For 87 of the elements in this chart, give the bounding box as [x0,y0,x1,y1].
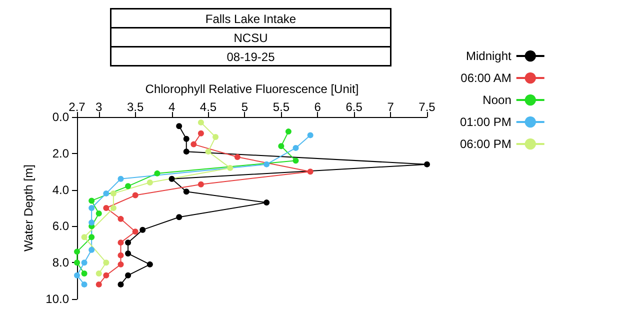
point [132,192,138,198]
point [176,214,182,220]
y-tick-label: 8.0 [52,256,70,270]
point [118,281,124,288]
point [205,148,212,155]
y-tick-label: 6.0 [52,219,70,234]
point [183,188,190,195]
text: 08-19-25 [226,50,276,64]
point [234,154,240,160]
point [183,148,190,155]
point [118,252,124,258]
x-tick-label: 7.5 [418,100,436,114]
x-tick-label: 2.7 [68,100,86,114]
x-tick-label: 5.5 [272,100,290,114]
point [88,198,95,204]
point [74,248,80,255]
x-tick-label: 3.5 [126,100,144,114]
point [424,161,430,168]
y-tick-label: 4.0 [52,182,70,197]
point [285,128,292,135]
y-tick-label: 2.0 [52,146,70,160]
point [118,261,124,268]
point [81,270,88,277]
x-tick-label: 7 [387,100,394,114]
point [146,180,153,186]
point [264,161,270,168]
point [74,272,80,278]
legend-label: Noon [482,93,512,107]
point [103,272,110,278]
point [198,130,204,136]
point [81,260,88,266]
point [88,234,95,240]
point [88,220,95,226]
point [292,158,299,164]
point [88,246,95,253]
point [125,240,132,246]
legend-label: 01:00 PM [460,115,512,129]
legend-label: 06:00 AM [460,71,512,85]
y-tick-label: 10.0 [46,292,70,306]
point [88,205,95,211]
point [190,141,197,148]
point [168,176,175,182]
x-axis-title: Chlorophyll Relative Fluorescence [Unit] [145,82,359,96]
point [103,260,110,266]
x-tick-label: 5 [241,100,248,114]
point [140,226,146,233]
point [81,234,88,240]
point [96,281,102,288]
y-axis-title: Water Depth [m] [22,164,36,252]
point [103,190,110,196]
x-tick-label: 4.5 [200,100,217,114]
y-tick-label: 0.0 [52,110,70,124]
point [103,205,110,211]
point [278,143,284,150]
point [96,210,102,216]
point [183,136,190,142]
x-tick-label: 4 [168,100,176,114]
legend-label: Midnight [466,49,512,63]
point [96,270,102,277]
point [307,168,314,175]
point [74,260,80,266]
chart-subtitle: NCSU [234,30,268,45]
point [176,123,182,130]
point [227,164,234,171]
point [132,228,138,235]
point [198,181,204,188]
point [146,261,153,268]
point [307,132,314,138]
point [154,170,160,176]
point [81,281,88,288]
point [292,144,299,151]
chart-title: Falls Lake Intake [205,12,296,26]
point [110,205,116,211]
point [212,134,219,140]
x-tick-label: 3 [96,100,103,114]
point [118,240,124,246]
legend-label: 06:00 PM [460,137,512,151]
x-tick-label: 6 [314,100,322,114]
point [110,190,116,196]
point [198,119,204,126]
point [118,176,124,182]
point [118,216,124,222]
point [125,183,132,190]
x-tick-label: 6.5 [346,100,363,114]
point [125,250,132,256]
point [264,200,270,206]
point [125,272,132,278]
